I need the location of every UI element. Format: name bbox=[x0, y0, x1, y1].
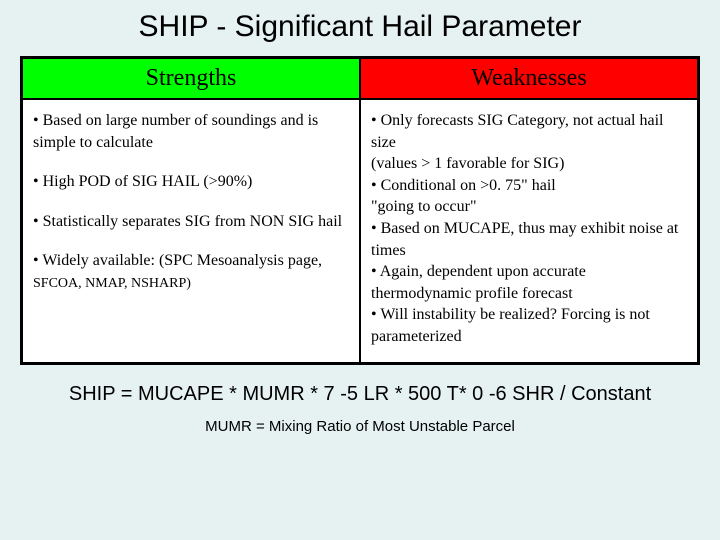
weaknesses-cell: • Only forecasts SIG Category, not actua… bbox=[360, 99, 699, 363]
page-title: SHIP - Significant Hail Parameter bbox=[20, 10, 700, 44]
strength-item: • Widely available: (SPC Mesoanalysis pa… bbox=[33, 250, 349, 293]
strength-item: • Statistically separates SIG from NON S… bbox=[33, 211, 349, 233]
weakness-item: • Conditional on >0. 75" hail bbox=[371, 175, 687, 197]
strength-item-small: SFCOA, NMAP, NSHARP) bbox=[33, 276, 191, 291]
strength-item: • High POD of SIG HAIL (>90%) bbox=[33, 171, 349, 193]
comparison-table: Strengths Weaknesses • Based on large nu… bbox=[20, 56, 700, 365]
weakness-item: • Will instability be realized? Forcing … bbox=[371, 304, 687, 347]
strength-item: • Based on large number of soundings and… bbox=[33, 110, 349, 153]
weakness-item: • Based on MUCAPE, thus may exhibit nois… bbox=[371, 218, 687, 261]
table-header-row: Strengths Weaknesses bbox=[22, 58, 699, 100]
table-body-row: • Based on large number of soundings and… bbox=[22, 99, 699, 363]
weakness-item: • Again, dependent upon accurate thermod… bbox=[371, 261, 687, 304]
header-weaknesses: Weaknesses bbox=[360, 58, 699, 100]
header-strengths: Strengths bbox=[22, 58, 361, 100]
weakness-item: • Only forecasts SIG Category, not actua… bbox=[371, 110, 687, 153]
strengths-cell: • Based on large number of soundings and… bbox=[22, 99, 361, 363]
weakness-item: (values > 1 favorable for SIG) bbox=[371, 153, 687, 175]
strength-item-text: • Widely available: (SPC Mesoanalysis pa… bbox=[33, 252, 322, 269]
formula-text: SHIP = MUCAPE * MUMR * 7 -5 LR * 500 T* … bbox=[20, 383, 700, 406]
sub-definition: MUMR = Mixing Ratio of Most Unstable Par… bbox=[20, 418, 700, 435]
weakness-item: "going to occur" bbox=[371, 196, 687, 218]
